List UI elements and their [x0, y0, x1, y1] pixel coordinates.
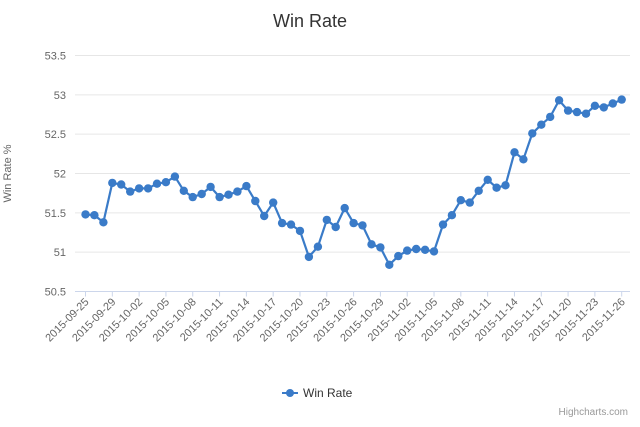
data-point[interactable] — [483, 175, 492, 184]
data-point[interactable] — [126, 187, 135, 196]
y-axis-tick-label: 50.5 — [45, 287, 66, 299]
data-point[interactable] — [501, 181, 510, 190]
data-point[interactable] — [546, 112, 555, 122]
data-point[interactable] — [99, 218, 108, 227]
data-point[interactable] — [376, 243, 385, 252]
data-point[interactable] — [554, 96, 564, 105]
data-point[interactable] — [367, 240, 376, 249]
data-point[interactable] — [358, 221, 367, 230]
data-point[interactable] — [349, 218, 358, 228]
data-point[interactable] — [581, 109, 591, 118]
data-point[interactable] — [242, 181, 251, 191]
data-point[interactable] — [528, 129, 537, 138]
data-point[interactable] — [313, 242, 323, 251]
y-axis-tick-label: 52 — [54, 169, 66, 181]
data-point[interactable] — [537, 120, 546, 129]
data-point[interactable] — [179, 186, 188, 195]
data-point[interactable] — [340, 203, 349, 213]
data-point[interactable] — [81, 210, 90, 219]
data-point[interactable] — [412, 244, 421, 254]
data-point[interactable] — [403, 246, 412, 255]
data-point[interactable] — [161, 178, 171, 187]
data-point[interactable] — [117, 180, 126, 189]
data-point[interactable] — [170, 172, 180, 181]
data-point[interactable] — [599, 103, 608, 112]
data-point[interactable] — [394, 251, 403, 261]
data-point[interactable] — [429, 247, 439, 256]
data-point[interactable] — [572, 107, 582, 117]
data-point[interactable] — [304, 252, 314, 262]
data-point[interactable] — [608, 99, 617, 108]
data-point[interactable] — [260, 211, 269, 221]
data-point[interactable] — [447, 211, 457, 220]
data-point[interactable] — [224, 190, 233, 199]
data-point[interactable] — [420, 245, 430, 254]
data-point[interactable] — [197, 189, 206, 199]
data-point[interactable] — [233, 187, 242, 196]
data-point[interactable] — [90, 211, 99, 220]
y-axis-tick-label: 53 — [54, 90, 66, 102]
y-axis-title: Win Rate % — [2, 144, 14, 202]
data-point[interactable] — [269, 198, 278, 207]
y-axis-tick-label: 53.5 — [45, 51, 66, 63]
y-axis-tick-label: 51.5 — [45, 208, 66, 220]
data-point[interactable] — [385, 260, 394, 269]
data-point[interactable] — [215, 192, 224, 202]
data-point[interactable] — [474, 186, 483, 195]
data-point[interactable] — [438, 220, 448, 229]
data-point[interactable] — [590, 101, 600, 111]
data-point[interactable] — [108, 178, 117, 188]
data-point[interactable] — [188, 192, 197, 202]
highcharts-credit-link[interactable]: Highcharts.com — [559, 407, 628, 418]
data-point[interactable] — [134, 184, 144, 193]
data-point[interactable] — [251, 196, 260, 206]
y-axis-tick-label: 52.5 — [45, 129, 66, 141]
data-point[interactable] — [152, 179, 162, 188]
data-point[interactable] — [563, 106, 573, 115]
data-point[interactable] — [510, 148, 519, 157]
data-point[interactable] — [465, 198, 474, 207]
data-point[interactable] — [331, 222, 340, 232]
data-point[interactable] — [286, 220, 296, 229]
plot-area: 50.55151.55252.55353.52015-09-252015-09-… — [43, 51, 630, 344]
data-point[interactable] — [492, 183, 501, 192]
legend-item[interactable]: Win Rate — [282, 386, 353, 400]
data-point[interactable] — [617, 95, 626, 104]
data-point[interactable] — [206, 182, 215, 192]
data-point[interactable] — [277, 218, 287, 228]
data-point[interactable] — [322, 215, 331, 225]
y-axis-tick-label: 51 — [54, 247, 66, 259]
legend-marker-dot-icon — [286, 389, 294, 397]
chart-title: Win Rate — [273, 11, 347, 31]
legend-label[interactable]: Win Rate — [303, 386, 353, 400]
data-point[interactable] — [519, 155, 528, 164]
data-point[interactable] — [143, 184, 153, 193]
data-point[interactable] — [456, 196, 465, 205]
data-point[interactable] — [295, 226, 305, 236]
